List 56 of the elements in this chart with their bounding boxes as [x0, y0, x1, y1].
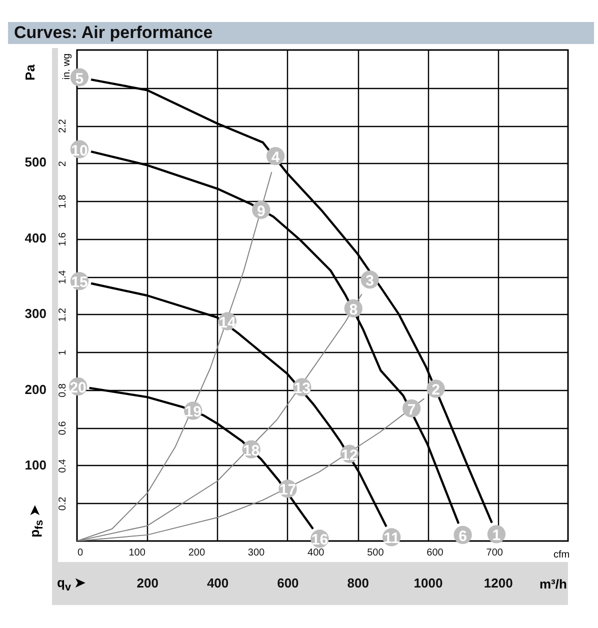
x2-tick-label: 200 — [188, 548, 206, 558]
y2-tick-label: 0.4 — [58, 458, 68, 473]
y2-tick-label: 1.6 — [58, 232, 68, 246]
x-axis-title: m³/h — [540, 576, 567, 592]
y2-axis-title: in. wg — [62, 53, 72, 80]
annotation: 1 — [492, 527, 501, 544]
y-tick-label: 200 — [24, 382, 46, 397]
chart-title: Curves: Air performance — [8, 22, 594, 44]
x2-tick-label: 600 — [426, 548, 444, 558]
y2-tick-label: 1.8 — [58, 194, 68, 209]
x2-tick-label: 0 — [78, 548, 84, 558]
x2-tick-label: 500 — [367, 548, 384, 558]
text: q$_{v}$ ➤ — [57, 575, 86, 594]
annotation: 2 — [432, 382, 440, 399]
y2-tick-label: 1 — [58, 349, 68, 356]
annotation: 5 — [75, 70, 84, 88]
annotation: 11 — [384, 530, 400, 548]
x-tick-label: 1200 — [484, 576, 513, 590]
x-tick-label: 600 — [277, 576, 299, 590]
annotation: 14 — [219, 314, 236, 332]
annotation: 13 — [294, 380, 310, 398]
y-tick-label: 500 — [24, 154, 46, 170]
x2-tick-label: 100 — [128, 548, 146, 558]
annotation: 3 — [366, 272, 374, 290]
annotation: 9 — [256, 202, 266, 220]
x-tick-label: 800 — [347, 576, 369, 590]
annotation: 4 — [271, 149, 280, 166]
x2-tick-label: 400 — [308, 548, 325, 558]
annotation: 18 — [242, 442, 260, 460]
x2-tick-label: 700 — [486, 548, 504, 558]
annotation: 12 — [341, 446, 358, 464]
y2-tick-label: 2 — [58, 160, 68, 167]
annotation: 8 — [349, 301, 358, 318]
y2-tick-label: 0.6 — [58, 420, 68, 436]
x2-tick-label: 300 — [248, 548, 266, 558]
x-tick-label: 1000 — [414, 576, 443, 590]
y-axis-title: Pa — [22, 64, 38, 80]
x2-axis-title: cfm — [554, 550, 570, 560]
annotation: 19 — [184, 404, 202, 421]
x-tick-label: 200 — [136, 576, 158, 590]
annotation: 16 — [311, 532, 328, 549]
y2-tick-label: 1.4 — [58, 270, 68, 284]
annotation: 7 — [407, 401, 416, 418]
y2-tick-label: 0.8 — [58, 383, 68, 398]
y2-tick-label: 2.2 — [58, 118, 68, 133]
annotation: 17 — [279, 482, 296, 499]
annotation: 10 — [71, 142, 88, 160]
y-tick-label: 100 — [24, 458, 46, 473]
annotation: 15 — [71, 274, 88, 292]
annotation: 6 — [458, 528, 467, 545]
y-tick-label: 400 — [24, 230, 46, 246]
y2-tick-label: 1.2 — [58, 308, 68, 322]
y2-tick-label: 0.2 — [58, 496, 68, 511]
x-tick-label: 400 — [206, 576, 229, 590]
annotation: 20 — [70, 379, 86, 396]
y-tick-label: 300 — [24, 306, 46, 322]
